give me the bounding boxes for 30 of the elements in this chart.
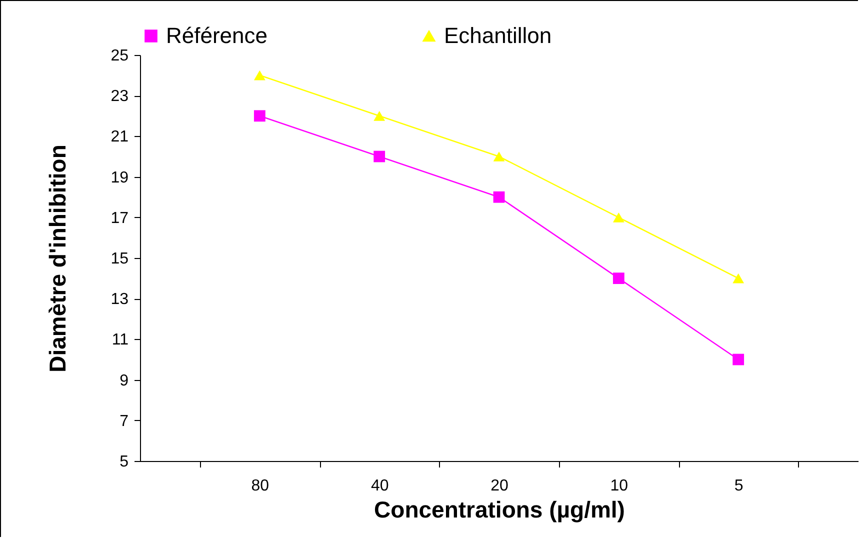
legend-label: Echantillon: [444, 23, 552, 48]
y-tick-label: 19: [110, 169, 129, 186]
point: [612, 272, 624, 284]
x-tick-label: 5: [734, 478, 744, 494]
y-tick-label: 5: [120, 454, 129, 470]
y-axis-title: Diamètre d'inhibition: [44, 144, 71, 372]
point: [374, 150, 386, 162]
x-tick-label: 40: [370, 478, 389, 494]
y-tick-label: 9: [120, 372, 129, 390]
y-tick-label: 23: [110, 88, 129, 106]
x-tick-label: 80: [251, 478, 270, 494]
point: [254, 110, 266, 122]
y-tick-label: 11: [112, 332, 129, 349]
y-tick-label: 7: [120, 412, 129, 430]
point: [493, 191, 505, 203]
point: [493, 152, 505, 162]
point: [732, 354, 744, 366]
y-tick-label: 13: [110, 291, 129, 308]
point: [254, 70, 266, 80]
x-tick-label: 20: [490, 478, 508, 494]
point: [374, 110, 386, 121]
legend-label: Référence: [166, 23, 268, 48]
point: [612, 212, 624, 222]
y-tick-label: 25: [110, 48, 129, 64]
point: [732, 273, 744, 284]
x-tick-label: 10: [610, 478, 628, 494]
x-axis-title: Concentrations (µg/ml): [374, 496, 625, 522]
y-tick-label: 17: [110, 210, 129, 227]
y-tick-label: 21: [110, 128, 129, 146]
y-tick-label: 15: [110, 250, 129, 268]
